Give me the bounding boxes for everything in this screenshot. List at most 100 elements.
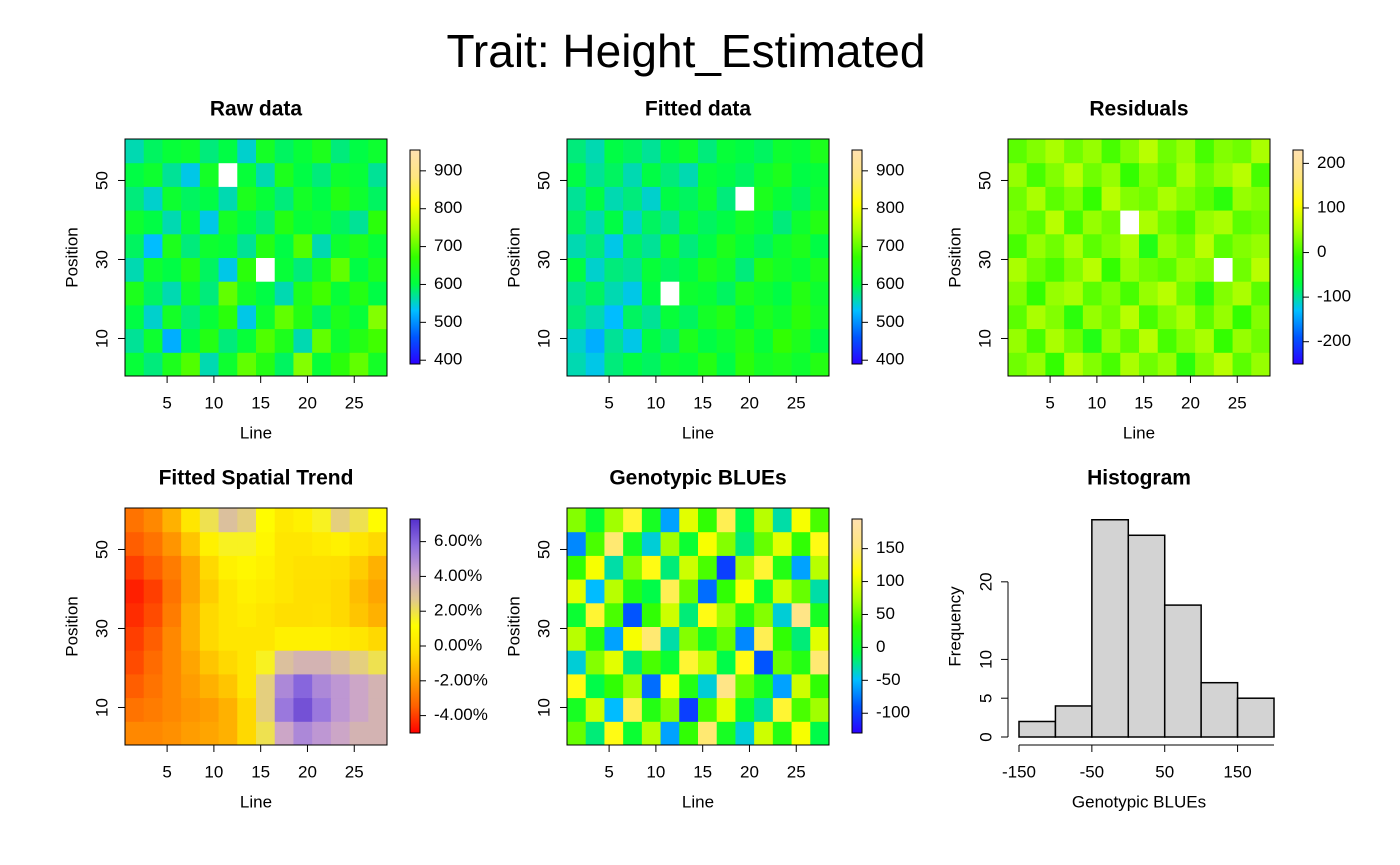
cell <box>810 281 830 306</box>
cell <box>162 721 182 746</box>
cell <box>1157 257 1177 282</box>
cell <box>143 281 163 306</box>
cell <box>162 233 182 258</box>
cell <box>604 281 624 306</box>
cell <box>1064 328 1084 353</box>
cell <box>679 352 699 377</box>
cell <box>1045 328 1065 353</box>
cell <box>199 281 220 306</box>
cell <box>698 626 718 651</box>
cell <box>237 352 257 377</box>
cell <box>1195 186 1215 211</box>
cell <box>218 304 238 330</box>
colorbar-label: -2.00% <box>434 670 488 689</box>
cell <box>1120 352 1140 377</box>
cell <box>368 352 388 377</box>
cell <box>349 650 369 675</box>
cell <box>368 531 388 556</box>
cell <box>181 257 201 282</box>
y-tick-label: 10 <box>92 329 111 348</box>
cell <box>735 626 755 651</box>
cell <box>181 555 201 580</box>
cell <box>810 721 830 746</box>
cell <box>1026 281 1046 306</box>
cell <box>1082 139 1103 164</box>
cell <box>218 531 238 556</box>
cell <box>143 697 163 722</box>
cell <box>143 233 163 258</box>
cell <box>716 233 736 258</box>
cell <box>1139 210 1159 235</box>
cell <box>585 721 605 746</box>
cell <box>735 352 755 377</box>
cell <box>772 328 793 353</box>
cell <box>1157 162 1177 187</box>
cell <box>567 555 587 580</box>
cell <box>698 697 718 722</box>
cell <box>679 257 699 282</box>
cell <box>679 162 699 187</box>
cell <box>237 162 257 187</box>
cell <box>199 650 220 675</box>
y-tick-label: 30 <box>92 250 111 269</box>
cell <box>181 328 201 353</box>
cell <box>754 186 774 211</box>
cell <box>585 602 605 627</box>
x-axis-label: Line <box>682 792 714 811</box>
cell <box>641 210 662 235</box>
cell <box>604 304 624 330</box>
cell <box>1213 139 1234 164</box>
y-tick-label: 30 <box>975 250 994 269</box>
cell <box>256 139 276 164</box>
cell <box>143 531 163 556</box>
cell <box>641 162 662 187</box>
cell <box>623 508 643 533</box>
cell <box>162 697 182 722</box>
cell <box>623 673 643 699</box>
cell <box>1232 257 1252 282</box>
cell <box>143 328 163 353</box>
cell <box>623 186 643 211</box>
x-tick-label: 25 <box>787 393 806 412</box>
cell <box>1157 304 1177 330</box>
colorbar-label: 100 <box>1317 197 1345 216</box>
cell <box>698 186 718 211</box>
x-tick-label: 150 <box>1223 762 1251 781</box>
cell <box>218 673 238 699</box>
cell <box>181 162 201 187</box>
cell <box>256 650 276 675</box>
cell <box>237 602 257 627</box>
cell <box>604 555 624 580</box>
cell <box>312 281 332 306</box>
cell <box>754 650 774 675</box>
cell <box>735 162 755 187</box>
cell <box>754 673 774 699</box>
cell <box>162 281 182 306</box>
cell <box>735 304 755 330</box>
cell <box>1195 162 1215 187</box>
x-tick-label: 20 <box>1181 393 1200 412</box>
cell <box>623 233 643 258</box>
cell <box>641 555 662 580</box>
cell <box>330 304 351 330</box>
cell <box>660 328 680 353</box>
cell <box>256 697 276 722</box>
cell <box>1232 186 1252 211</box>
cell <box>199 673 220 699</box>
y-tick-label: 10 <box>534 698 553 717</box>
cell <box>716 281 736 306</box>
cell <box>660 508 680 533</box>
cell <box>312 531 332 556</box>
cell <box>330 579 351 604</box>
cell <box>368 508 388 533</box>
cell <box>162 139 182 164</box>
cell <box>181 650 201 675</box>
cell <box>1101 210 1121 235</box>
cell <box>1139 281 1159 306</box>
colorbar <box>409 149 421 365</box>
cell <box>679 721 699 746</box>
cell <box>679 186 699 211</box>
cell <box>604 233 624 258</box>
cell <box>1064 139 1084 164</box>
cell <box>274 162 294 187</box>
